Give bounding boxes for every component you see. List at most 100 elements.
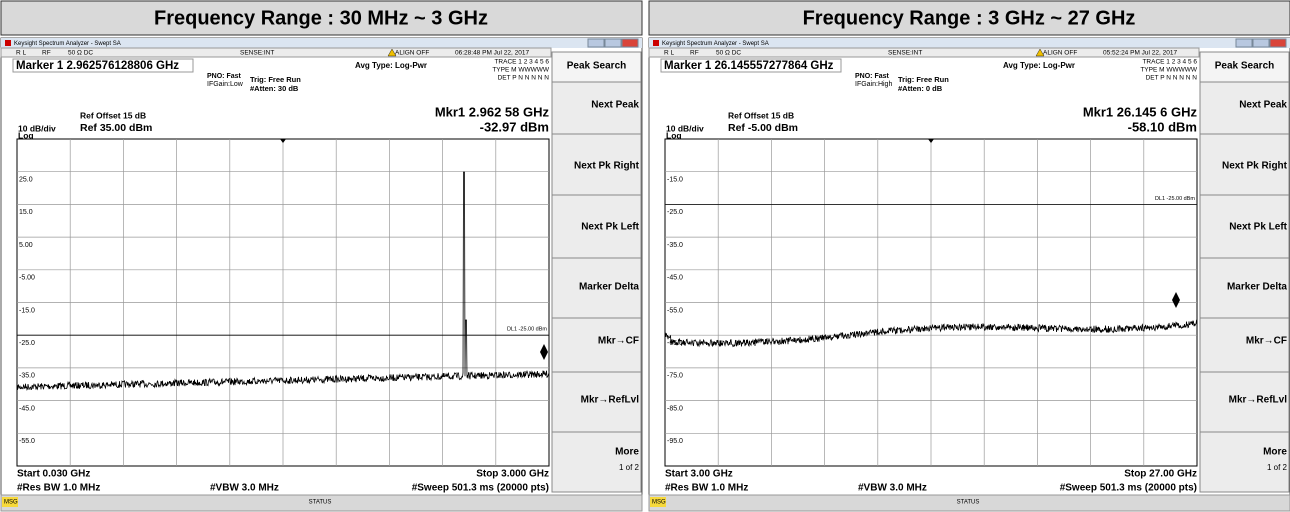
close-button[interactable] xyxy=(621,38,639,48)
y-axis-label: -45.0 xyxy=(667,275,683,282)
y-axis-label: -85.0 xyxy=(667,405,683,412)
status-field: 50 Ω DC xyxy=(68,50,93,57)
softkey[interactable] xyxy=(551,431,642,493)
window-title: Keysight Spectrum Analyzer - Swept SA xyxy=(662,41,769,47)
softkey-label: Next Peak xyxy=(1239,100,1287,111)
start-freq: Start 3.00 GHz xyxy=(665,469,733,480)
softkey-label: 1 of 2 xyxy=(619,463,640,472)
ref-offset: Ref Offset 15 dB xyxy=(80,110,146,120)
softkey[interactable] xyxy=(1199,194,1290,259)
y-axis-label: -15.0 xyxy=(667,177,683,184)
vbw: #VBW 3.0 MHz xyxy=(858,483,927,494)
minimize-button[interactable] xyxy=(1235,38,1253,48)
y-axis-label: -95.0 xyxy=(667,438,683,445)
y-axis-label: -45.0 xyxy=(19,405,35,412)
display-line-label: DL1 -25.00 dBm xyxy=(507,327,547,333)
trace-info: TYPE M WWWWW xyxy=(1140,67,1198,74)
marker-readout: Marker 1 26.145557277864 GHz xyxy=(664,60,834,72)
softkey-label: Mkr→RefLvl xyxy=(581,395,640,406)
y-axis-label: -35.0 xyxy=(667,242,683,249)
status-field: ALIGN OFF xyxy=(1043,50,1077,57)
app-icon xyxy=(653,40,659,46)
analyzer-panel: Frequency Range : 30 MHz ~ 3 GHz Keysight… xyxy=(0,0,643,512)
msg-label: MSG xyxy=(4,500,18,506)
y-axis-label: -35.0 xyxy=(19,373,35,380)
ifgain: IFGain:High xyxy=(855,81,892,88)
app-icon xyxy=(5,40,11,46)
softkey-label: 1 of 2 xyxy=(1267,463,1288,472)
status-row xyxy=(0,47,552,58)
log-label: Log xyxy=(666,130,682,140)
softkey-label: Next Pk Right xyxy=(574,161,640,172)
softkey[interactable] xyxy=(1199,51,1290,83)
y-axis-label: 15.0 xyxy=(19,209,33,216)
ifgain: IFGain:Low xyxy=(207,81,244,88)
y-axis-label: -55.0 xyxy=(667,307,683,314)
softkey-label: Mkr→CF xyxy=(1246,336,1287,347)
maximize-button[interactable] xyxy=(1252,38,1270,48)
status-field: SENSE:INT xyxy=(888,50,922,57)
status-field: R L xyxy=(664,50,675,57)
status-bar xyxy=(0,494,643,512)
softkey-label: Next Pk Right xyxy=(1222,161,1288,172)
softkey[interactable] xyxy=(551,81,642,135)
trace-info: TYPE M WWWWW xyxy=(492,67,550,74)
panel-title: Frequency Range : 30 MHz ~ 3 GHz xyxy=(154,7,488,29)
center-marker xyxy=(928,139,934,143)
vbw: #VBW 3.0 MHz xyxy=(210,483,279,494)
softkey[interactable] xyxy=(551,51,642,83)
y-axis-label: -15.0 xyxy=(19,307,35,314)
status-field: RF xyxy=(690,50,699,57)
softkey-label: Marker Delta xyxy=(579,282,639,293)
softkey[interactable] xyxy=(1199,371,1290,433)
window-titlebar xyxy=(1,38,642,48)
scale: 10 dB/div xyxy=(18,123,56,133)
softkey[interactable] xyxy=(1199,81,1290,135)
softkey-label: Next Pk Left xyxy=(1229,222,1287,233)
log-label: Log xyxy=(18,130,34,140)
softkey[interactable] xyxy=(551,317,642,373)
marker-readout: Marker 1 2.962576128806 GHz xyxy=(16,60,179,72)
close-button[interactable] xyxy=(1269,38,1287,48)
trace-info: TRACE 1 2 3 4 5 6 xyxy=(494,59,549,66)
softkey[interactable] xyxy=(1199,431,1290,493)
pno: PNO: Fast xyxy=(207,73,242,80)
sweep: #Sweep 501.3 ms (20000 pts) xyxy=(412,483,549,494)
y-axis-label: -25.0 xyxy=(667,209,683,216)
softkey[interactable] xyxy=(1199,133,1290,196)
softkey[interactable] xyxy=(551,371,642,433)
softkey[interactable] xyxy=(1199,257,1290,319)
warning-icon xyxy=(387,48,397,57)
display-line-label: DL1 -25.00 dBm xyxy=(1155,196,1195,202)
status-field: 05:52:24 PM Jul 22, 2017 xyxy=(1103,50,1177,57)
softkey-label: Mkr→RefLvl xyxy=(1229,395,1288,406)
y-axis-label: -25.0 xyxy=(19,340,35,347)
status-row xyxy=(648,47,1200,58)
softkey-label: Next Peak xyxy=(591,100,639,111)
status-label: STATUS xyxy=(309,500,332,506)
marker-amp: -32.97 dBm xyxy=(480,119,549,134)
y-axis-label: -55.0 xyxy=(19,438,35,445)
scale: 10 dB/div xyxy=(666,123,704,133)
y-axis-label: 25.0 xyxy=(19,177,33,184)
softkey-label: More xyxy=(1263,447,1287,458)
softkey[interactable] xyxy=(551,194,642,259)
y-axis-label: -5.00 xyxy=(19,275,35,282)
maximize-button[interactable] xyxy=(604,38,622,48)
ref-level: Ref -5.00 dBm xyxy=(728,122,798,134)
status-field: SENSE:INT xyxy=(240,50,274,57)
marker-box xyxy=(12,58,194,73)
softkey[interactable] xyxy=(551,257,642,319)
status-field: 06:28:48 PM Jul 22, 2017 xyxy=(455,50,529,57)
panel-title: Frequency Range : 3 GHz ~ 27 GHz xyxy=(803,7,1136,29)
window-title: Keysight Spectrum Analyzer - Swept SA xyxy=(14,41,121,47)
status-bar xyxy=(648,494,1290,512)
ref-level: Ref 35.00 dBm xyxy=(80,122,152,134)
analyzer-panel: Frequency Range : 3 GHz ~ 27 GHz Keysight… xyxy=(648,0,1290,512)
softkey-label: Peak Search xyxy=(567,61,627,72)
window-titlebar xyxy=(649,38,1290,48)
status-field: ALIGN OFF xyxy=(395,50,429,57)
panel-header xyxy=(648,0,1290,36)
res-bw: #Res BW 1.0 MHz xyxy=(17,483,100,494)
minimize-button[interactable] xyxy=(587,38,605,48)
